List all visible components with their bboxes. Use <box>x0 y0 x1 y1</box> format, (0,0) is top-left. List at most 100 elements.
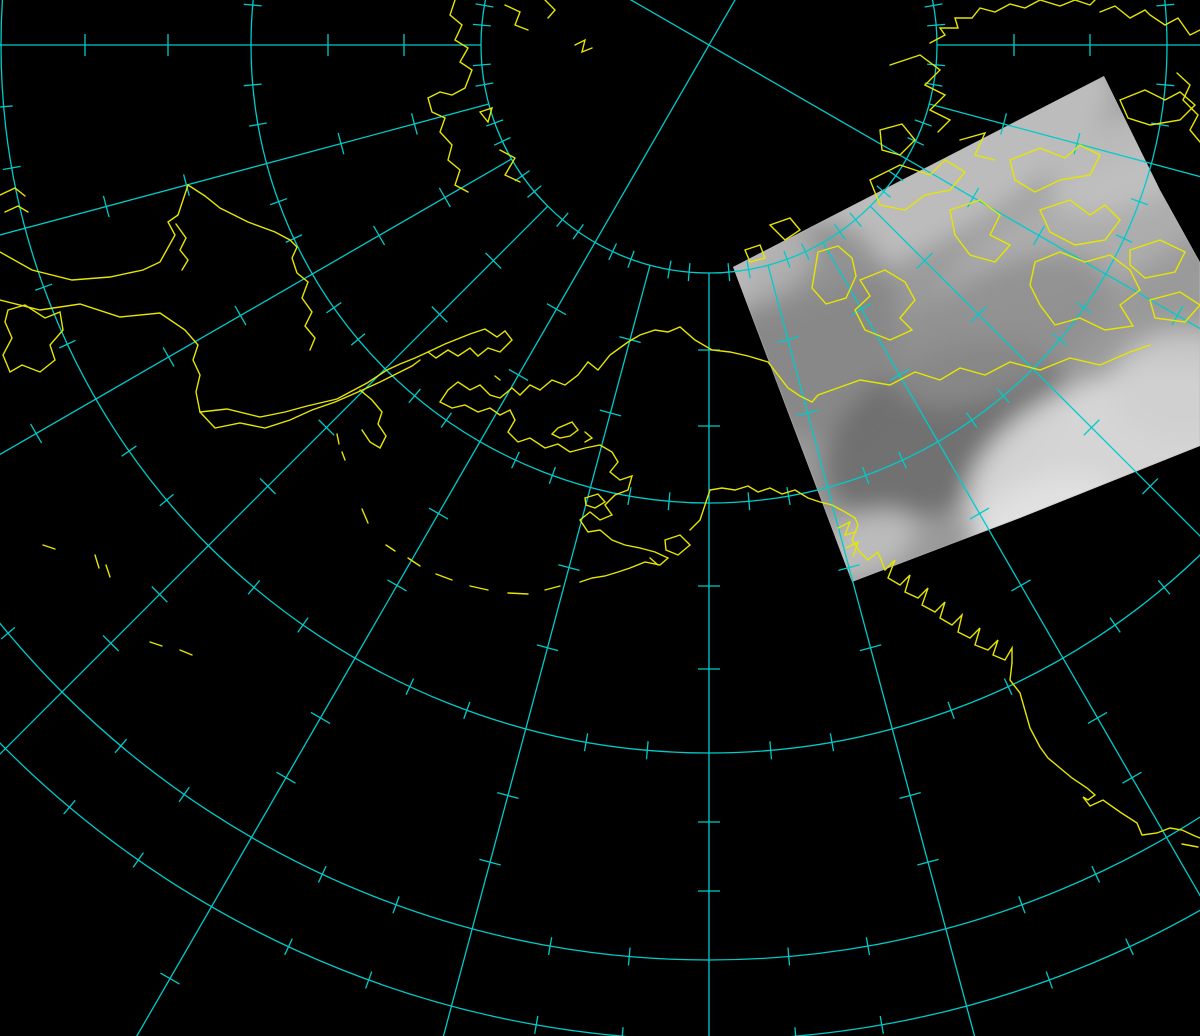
circle-tick <box>0 626 16 640</box>
circle-tick <box>408 388 421 404</box>
meridian-tick <box>479 858 501 866</box>
coastline-arctic-island-devon <box>1119 89 1197 126</box>
circle-tick <box>1156 83 1175 87</box>
meridian-tick <box>310 711 331 724</box>
circle-tick <box>627 947 631 966</box>
coastline-greenland-east-edge <box>1176 72 1200 143</box>
meridian-tick <box>102 634 120 652</box>
circle-tick <box>667 492 671 511</box>
coastline-arctic-island-melville <box>869 159 967 211</box>
circle-tick <box>834 224 846 240</box>
circle-tick <box>1115 234 1133 243</box>
coastline-komandorski-dash-5 <box>179 649 193 656</box>
meridian-tick <box>917 858 939 866</box>
circle-tick <box>786 487 791 506</box>
circle-tick <box>1045 971 1053 989</box>
meridian-tick <box>1000 113 1008 135</box>
circle-tick <box>1151 122 1170 127</box>
swath-cloud-texture <box>889 253 1111 407</box>
circle-tick <box>114 738 128 754</box>
coastline-chukotka-east-tip <box>427 328 513 359</box>
coastline-nunivak-island <box>584 493 607 509</box>
meridian-tick <box>160 972 180 985</box>
circle-tick <box>783 250 791 268</box>
circle-tick <box>876 185 891 198</box>
coastline-siberia-corner-bits-2 <box>4 205 29 213</box>
circle-tick <box>350 333 366 346</box>
coastline-alaska-north-coast <box>539 326 833 403</box>
circle-tick <box>178 786 190 803</box>
coastline-near-islands-dash-1 <box>341 451 346 461</box>
meridian-line <box>822 242 1200 897</box>
circle-tick <box>1003 678 1013 696</box>
circle-tick <box>556 212 569 227</box>
circle-tick <box>621 1027 624 1036</box>
circle-tick <box>927 63 946 67</box>
meridian-tick <box>182 174 190 196</box>
coastline-anadyr-coast-upper <box>199 359 421 429</box>
coastline-ellesmere-cluster-1 <box>889 54 952 133</box>
circle-tick <box>472 63 491 67</box>
meridian-tick <box>1171 305 1184 326</box>
coastline-anadyr-coast-lower <box>199 351 429 418</box>
circle-tick <box>440 412 452 428</box>
coastline-komandorski-dash-2 <box>94 554 100 569</box>
meridian-tick <box>899 792 921 799</box>
meridian-tick <box>916 252 933 269</box>
coastline-alexander-archipelago <box>867 550 1013 664</box>
meridian-tick <box>859 644 882 652</box>
coastline-ellesmere-cluster-3 <box>959 131 996 161</box>
circle-tick <box>1076 302 1092 314</box>
circle-tick <box>0 105 13 108</box>
coastline-arctic-island-victoria-w <box>854 269 916 341</box>
circle-tick <box>472 23 491 27</box>
coastline-panhandle-islands-2 <box>845 540 860 557</box>
meridian-tick <box>259 477 277 495</box>
circle-tick <box>159 493 174 507</box>
circle-tick <box>583 733 589 752</box>
coastline-st-lawrence-east-bit <box>584 431 594 443</box>
coastline-aleutian-dash-3 <box>469 585 489 591</box>
coastline-aleutian-dash-7 <box>361 508 369 524</box>
coastline-aleutian-dash-6 <box>385 544 396 552</box>
circle-tick <box>527 185 542 198</box>
circle-tick <box>898 451 907 469</box>
circle-tick <box>914 119 932 127</box>
coastline-komandorski-dash-4 <box>149 641 163 647</box>
coastline-seward-peninsula <box>438 381 541 421</box>
circle-tick <box>493 136 511 146</box>
circle-tick <box>645 741 649 760</box>
circle-tick <box>746 260 751 279</box>
circle-tick <box>849 212 862 227</box>
circle-tick <box>405 678 415 696</box>
meridian-line <box>0 205 549 755</box>
circle-tick <box>514 170 530 182</box>
circle-tick <box>907 136 925 146</box>
meridian-tick <box>428 507 449 520</box>
coastline-kodiak-island <box>664 534 692 556</box>
coastline-aleutian-dash-2 <box>507 592 529 595</box>
meridian-tick <box>497 792 519 799</box>
circle-tick <box>924 82 943 87</box>
meridian-tick <box>969 507 990 520</box>
circle-tick <box>63 799 76 815</box>
meridian-tick <box>234 305 247 326</box>
circle-tick <box>247 580 261 595</box>
circle-tick <box>58 339 76 349</box>
meridian-tick <box>276 771 296 784</box>
meridian-tick <box>838 564 860 572</box>
circle-tick <box>463 701 471 719</box>
coastline-siberia-corner-bits-1 <box>0 187 26 197</box>
circle-tick <box>35 283 53 291</box>
circle-tick <box>475 82 494 87</box>
meridian-tick <box>1032 225 1046 246</box>
swath-cloud-texture <box>733 231 816 309</box>
meridian-tick <box>851 303 872 316</box>
meridian-tick <box>619 336 641 344</box>
circle-tick <box>924 3 943 8</box>
meridian-line <box>869 205 1200 537</box>
coastline-aleutian-dash-4 <box>435 573 453 581</box>
